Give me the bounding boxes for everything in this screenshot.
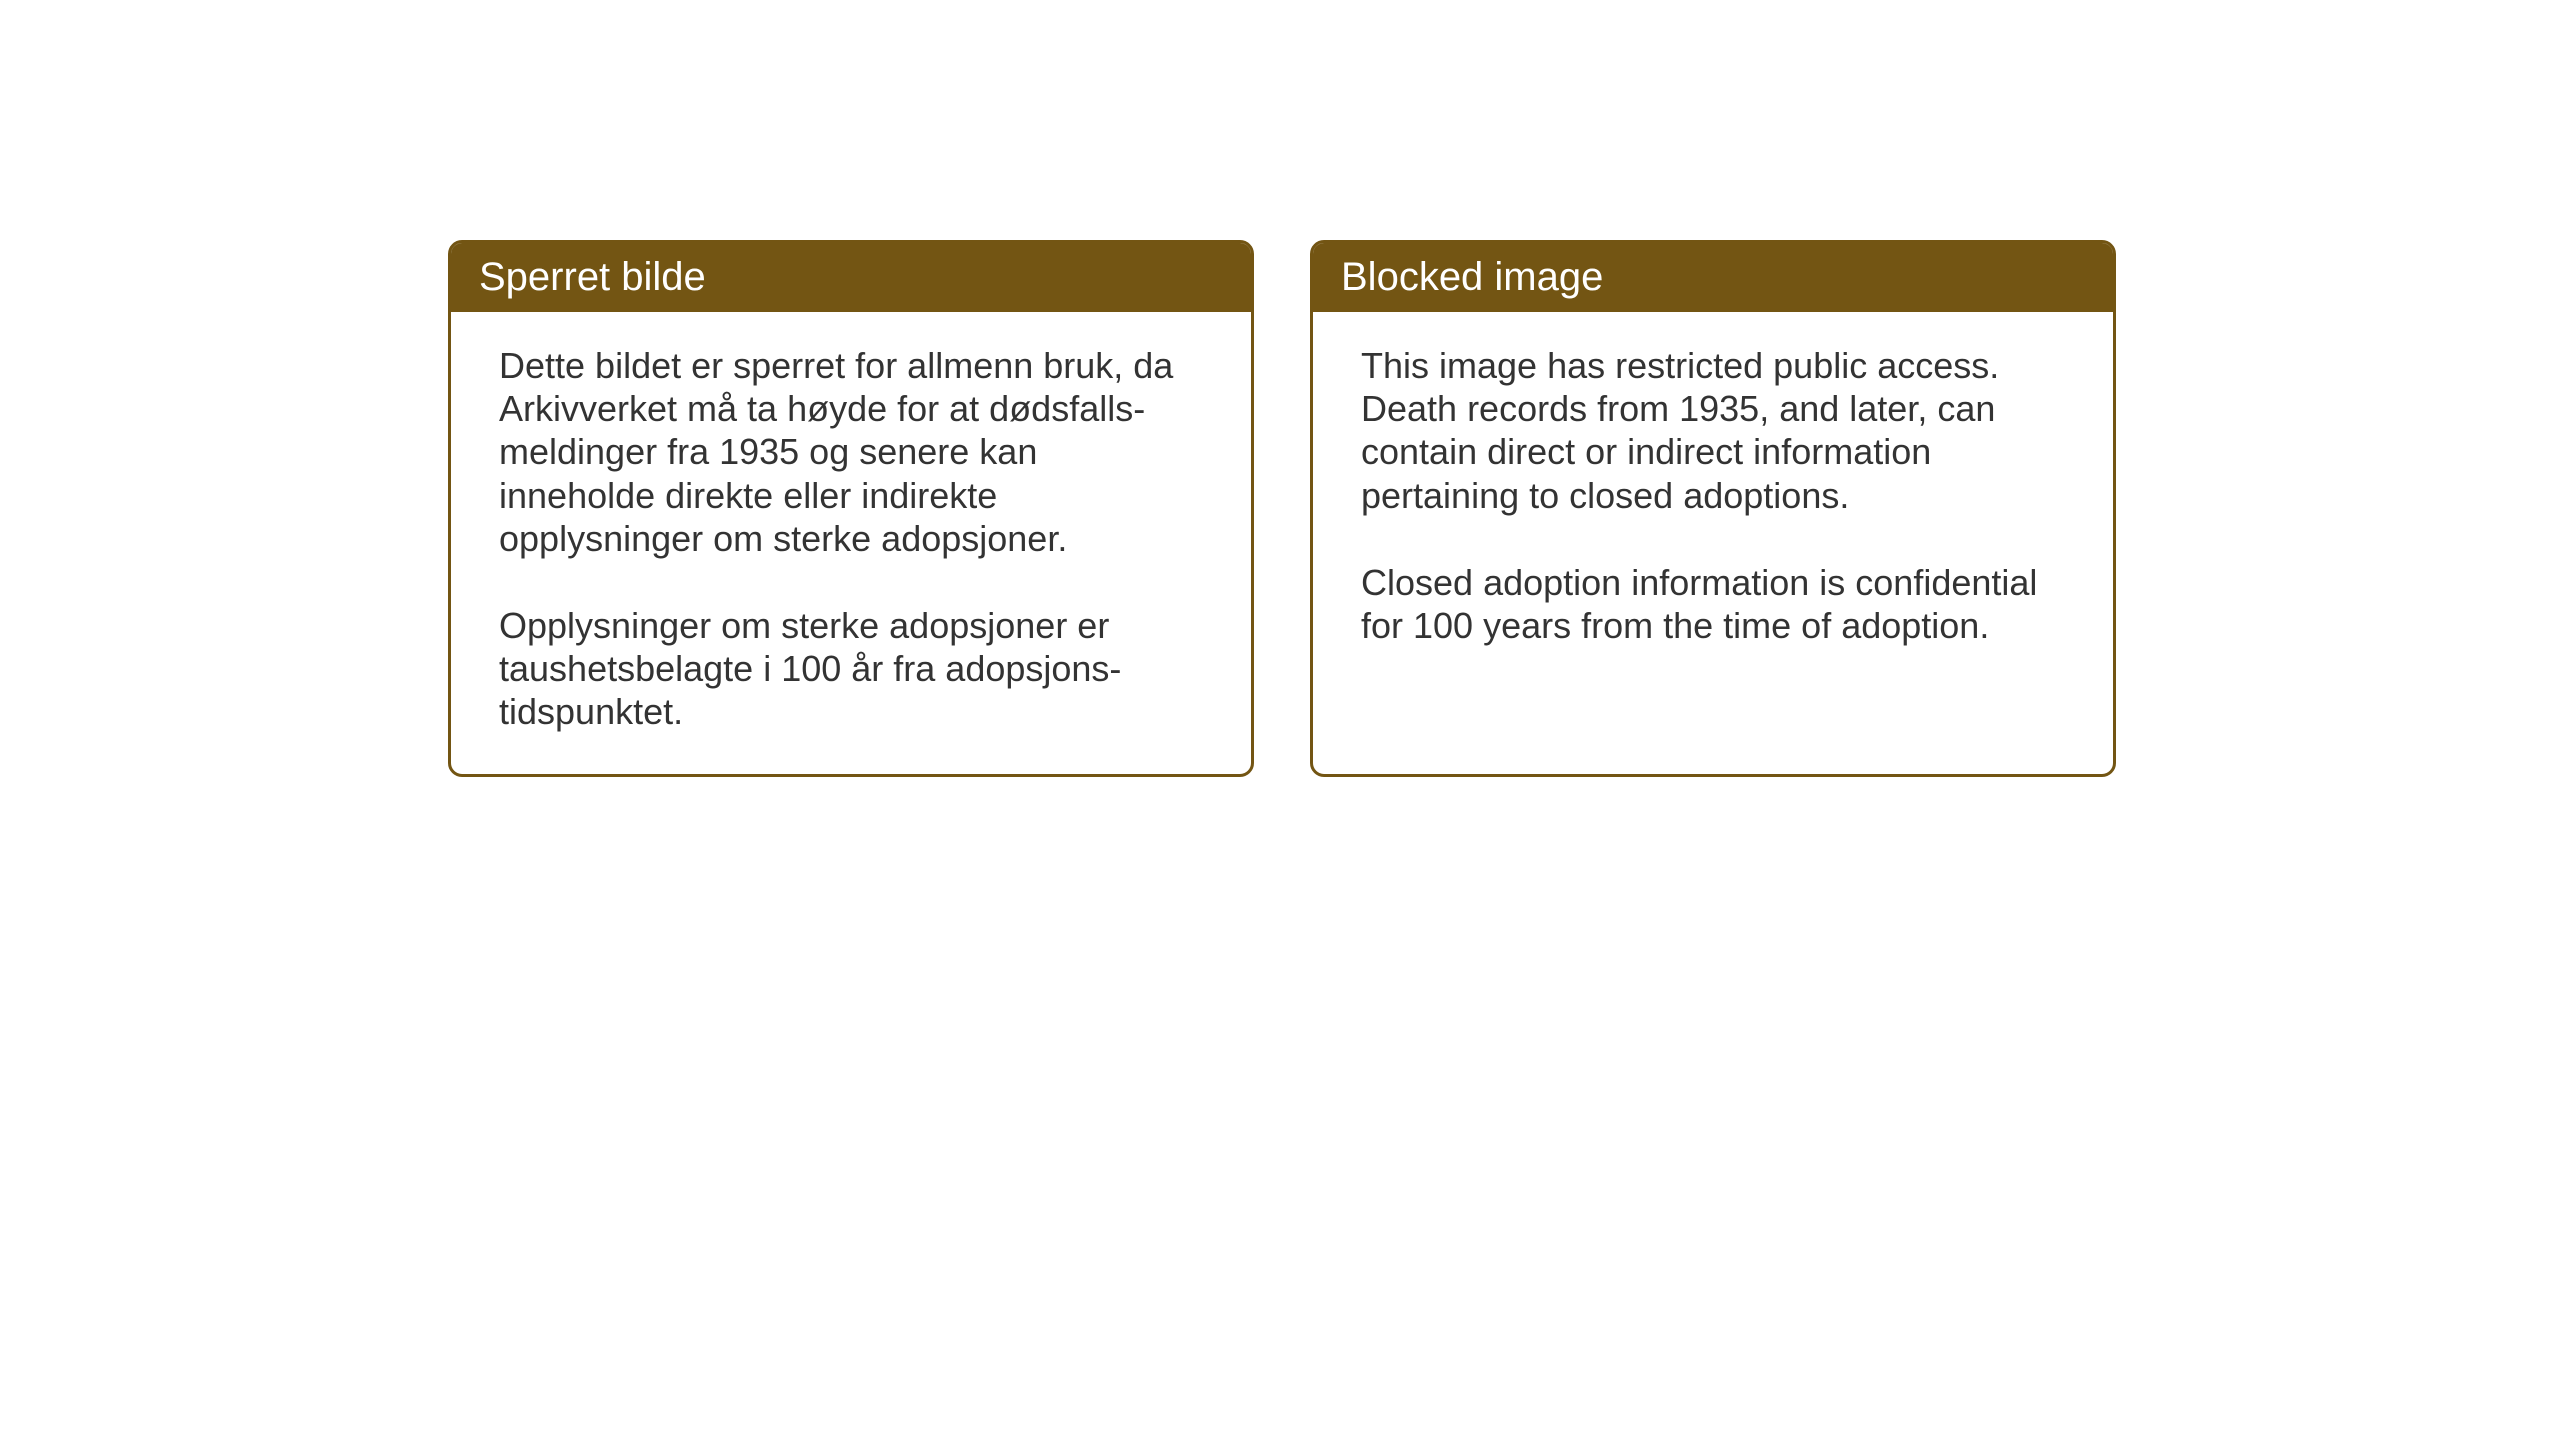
notice-cards-container: Sperret bilde Dette bildet er sperret fo… <box>448 240 2560 777</box>
english-paragraph-2: Closed adoption information is confident… <box>1361 561 2065 647</box>
norwegian-card-body: Dette bildet er sperret for allmenn bruk… <box>451 312 1251 774</box>
norwegian-paragraph-2: Opplysninger om sterke adopsjoner er tau… <box>499 604 1203 734</box>
norwegian-notice-card: Sperret bilde Dette bildet er sperret fo… <box>448 240 1254 777</box>
norwegian-card-title: Sperret bilde <box>479 255 706 299</box>
english-card-title: Blocked image <box>1341 255 1603 299</box>
english-card-header: Blocked image <box>1313 243 2113 312</box>
norwegian-paragraph-1: Dette bildet er sperret for allmenn bruk… <box>499 344 1203 560</box>
norwegian-card-header: Sperret bilde <box>451 243 1251 312</box>
english-card-body: This image has restricted public access.… <box>1313 312 2113 750</box>
english-notice-card: Blocked image This image has restricted … <box>1310 240 2116 777</box>
english-paragraph-1: This image has restricted public access.… <box>1361 344 2065 517</box>
